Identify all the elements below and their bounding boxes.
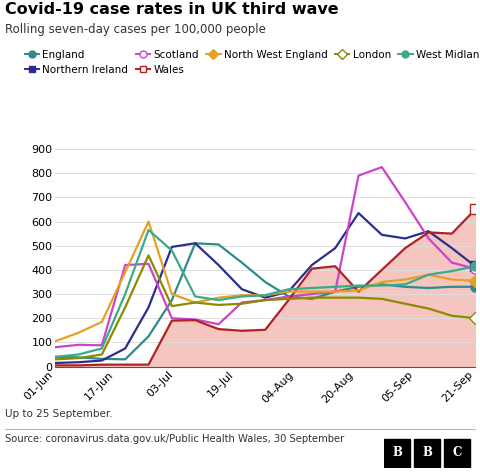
Text: Covid-19 case rates in UK third wave: Covid-19 case rates in UK third wave xyxy=(5,2,338,18)
Text: Rolling seven-day cases per 100,000 people: Rolling seven-day cases per 100,000 peop… xyxy=(5,23,265,35)
FancyBboxPatch shape xyxy=(414,439,440,467)
Text: Source: coronavirus.data.gov.uk/Public Health Wales, 30 September: Source: coronavirus.data.gov.uk/Public H… xyxy=(5,434,344,444)
FancyBboxPatch shape xyxy=(384,439,410,467)
Text: Up to 25 September.: Up to 25 September. xyxy=(5,409,112,419)
Text: B: B xyxy=(392,446,402,459)
Legend: England, Northern Ireland, Scotland, Wales, North West England, London, West Mid: England, Northern Ireland, Scotland, Wal… xyxy=(24,50,480,75)
FancyBboxPatch shape xyxy=(444,439,470,467)
Text: B: B xyxy=(422,446,432,459)
Text: C: C xyxy=(452,446,462,459)
